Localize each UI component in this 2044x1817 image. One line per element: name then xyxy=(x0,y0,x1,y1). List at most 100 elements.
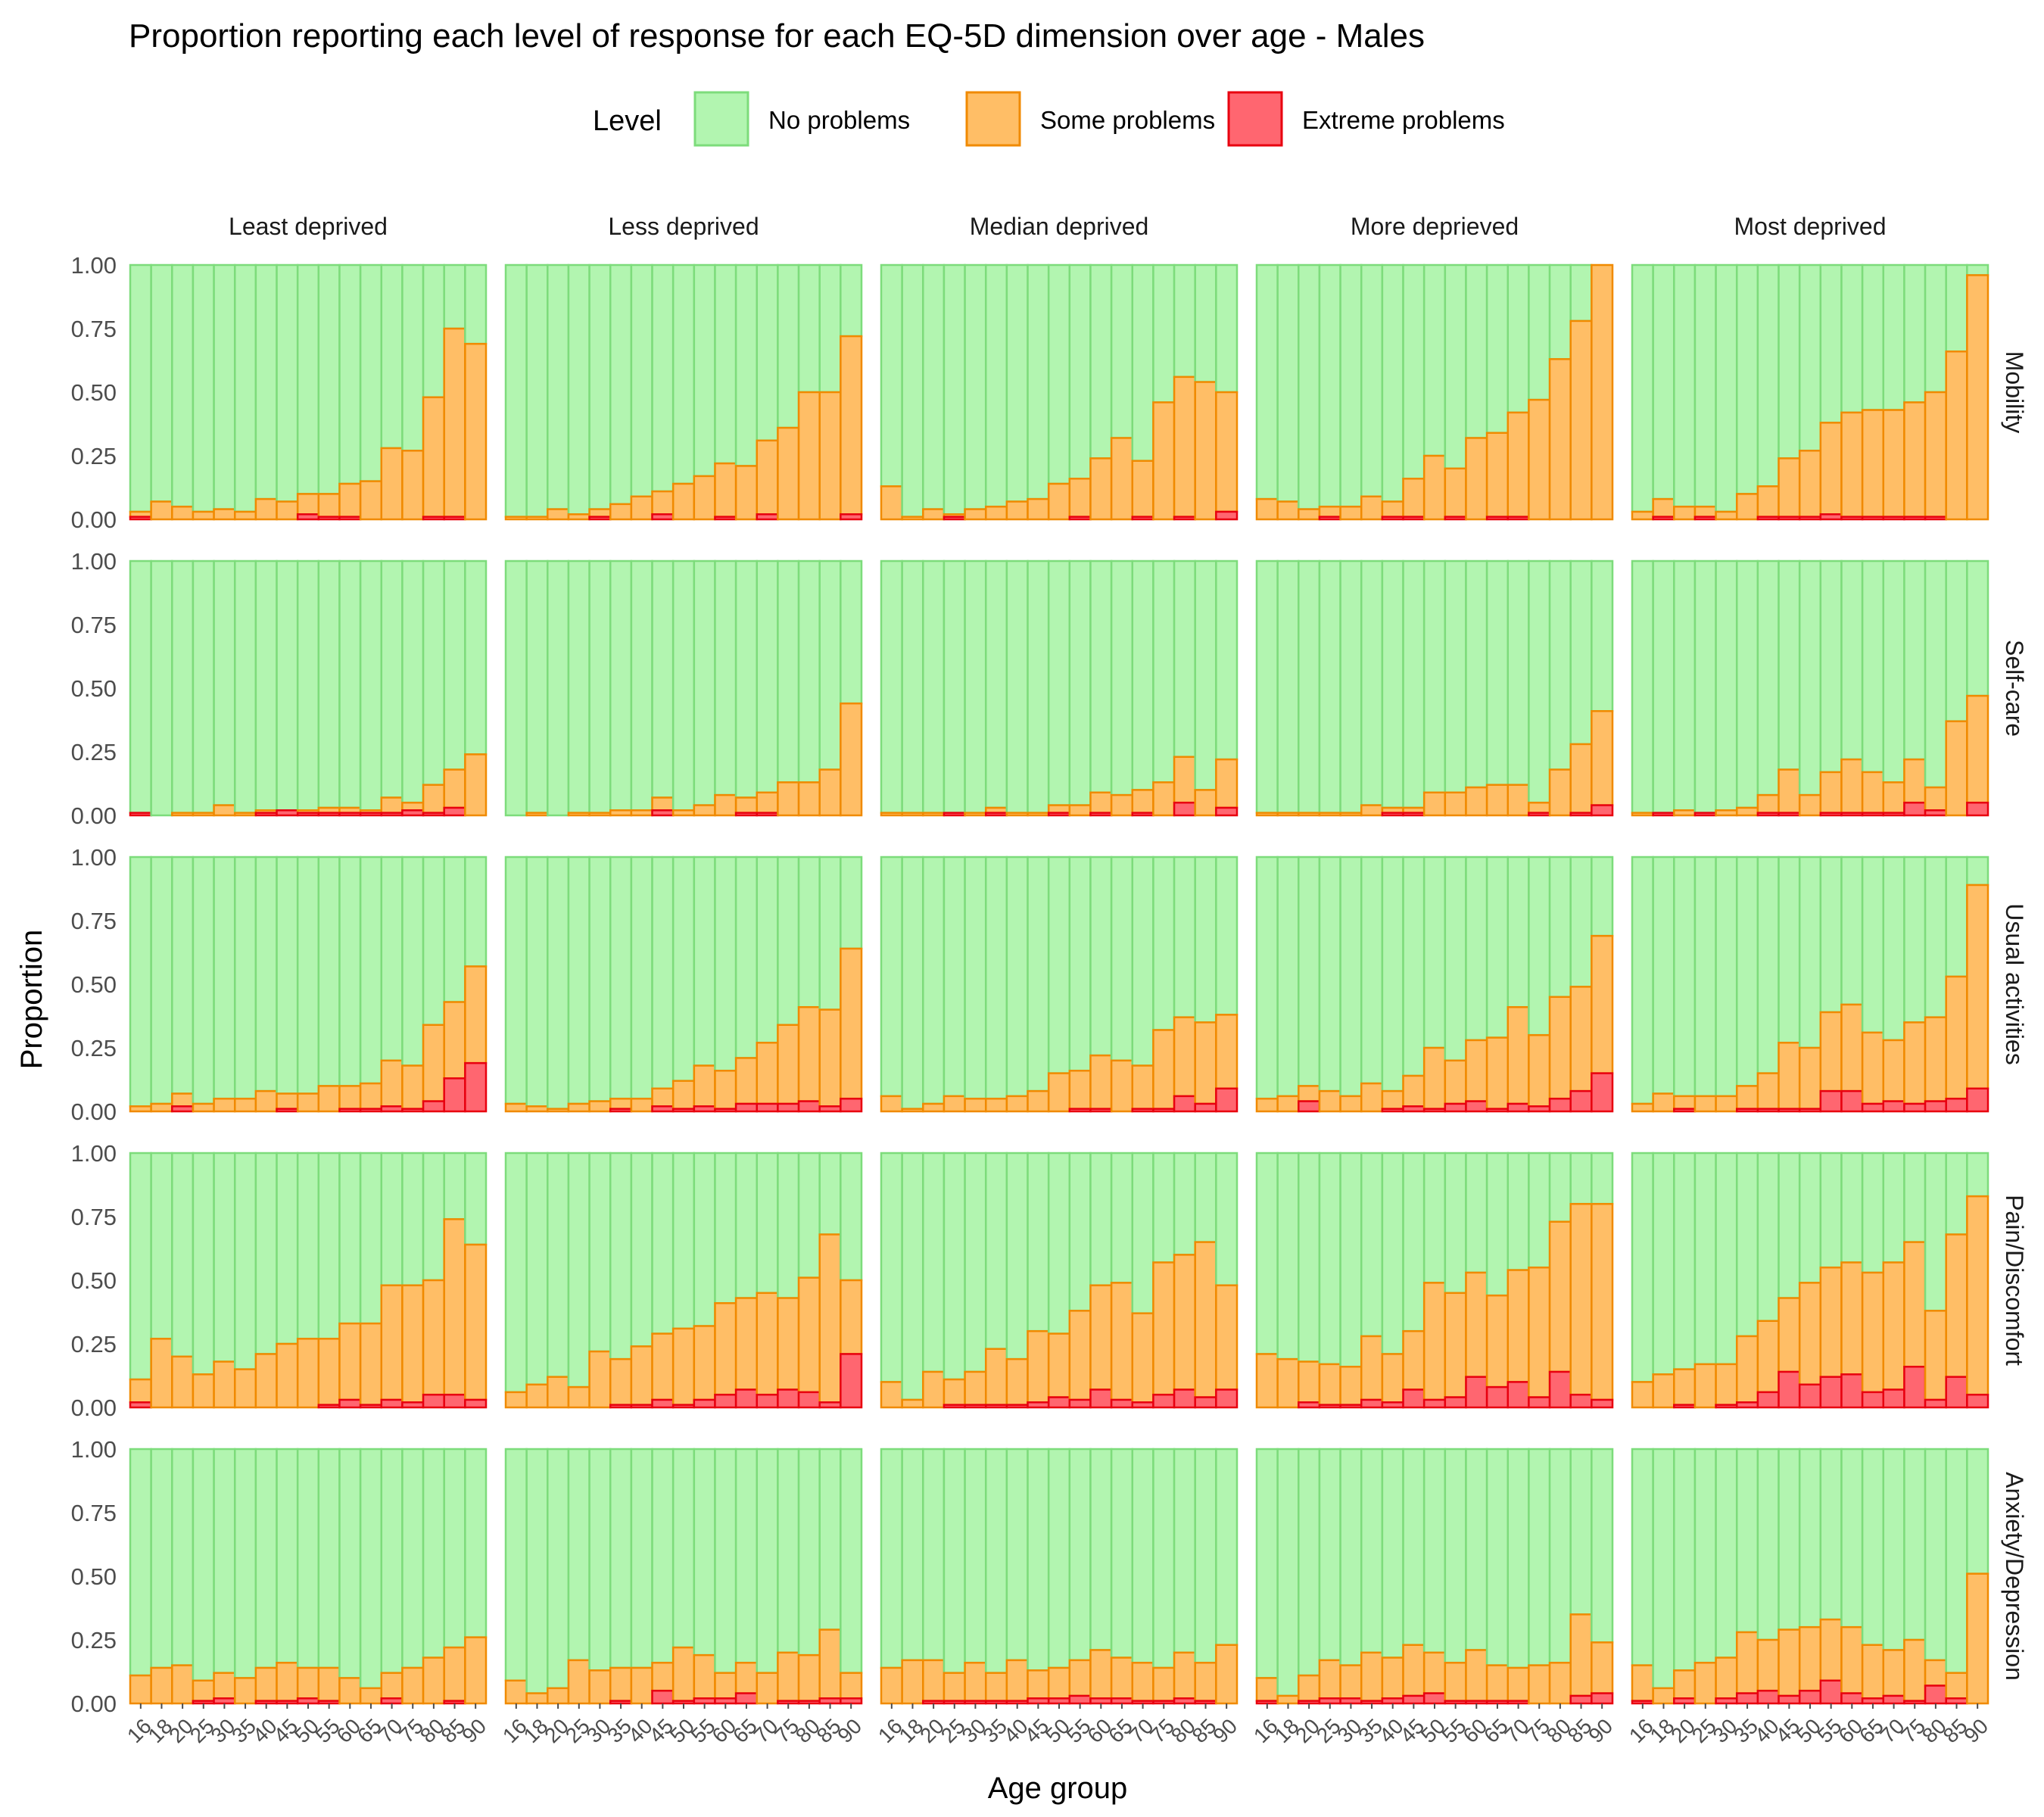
bar-some-problems xyxy=(609,503,633,521)
bar-no-problems xyxy=(1005,559,1029,814)
bar-no-problems xyxy=(1507,1152,1530,1271)
bar-extreme-problems xyxy=(1652,812,1675,817)
bar-no-problems xyxy=(1068,559,1092,806)
bar-no-problems xyxy=(1631,263,1654,513)
bar-some-problems xyxy=(1047,482,1071,521)
bar-extreme-problems xyxy=(1924,1398,1947,1409)
bar-no-problems xyxy=(1402,1152,1426,1332)
bar-extreme-problems xyxy=(401,1108,425,1113)
bar-some-problems xyxy=(1819,1011,1843,1092)
bar-some-problems xyxy=(901,1108,924,1113)
bar-no-problems xyxy=(1068,1152,1092,1312)
bar-extreme-problems xyxy=(276,1108,299,1113)
bar-extreme-problems xyxy=(1027,1401,1050,1409)
bar-some-problems xyxy=(1528,1266,1551,1398)
bar-extreme-problems xyxy=(276,1700,299,1705)
bar-some-problems xyxy=(1778,457,1801,518)
bar-some-problems xyxy=(922,508,946,521)
strip-row-1: Self-care xyxy=(2001,640,2028,737)
bar-extreme-problems xyxy=(693,1105,716,1113)
bar-no-problems xyxy=(1735,263,1759,495)
strip-col-2: Median deprived xyxy=(970,213,1149,240)
bar-extreme-problems xyxy=(1591,1398,1614,1409)
bar-no-problems xyxy=(192,1448,215,1682)
bar-no-problems xyxy=(651,1448,675,1664)
bar-no-problems xyxy=(1966,856,1989,887)
bar-some-problems xyxy=(1318,1659,1341,1700)
bar-extreme-problems xyxy=(1444,1396,1467,1409)
bar-some-problems xyxy=(1882,781,1905,814)
bar-extreme-problems xyxy=(1298,1700,1321,1705)
bar-no-problems xyxy=(1548,1152,1572,1223)
bar-some-problems xyxy=(984,1097,1008,1113)
bar-no-problems xyxy=(1548,263,1572,360)
legend-label-0: No problems xyxy=(768,106,910,134)
bar-some-problems xyxy=(1778,1628,1801,1697)
y-tick-label: 0.50 xyxy=(71,675,117,702)
bar-some-problems xyxy=(525,1383,549,1409)
bar-extreme-problems xyxy=(1966,1087,1989,1113)
bar-some-problems xyxy=(1485,1036,1510,1110)
bar-no-problems xyxy=(1255,1152,1279,1355)
bar-no-problems xyxy=(1903,1152,1927,1243)
bar-no-problems xyxy=(359,1448,383,1690)
bar-no-problems xyxy=(943,263,966,516)
bar-extreme-problems xyxy=(1507,516,1530,521)
bar-some-problems xyxy=(1360,1335,1384,1401)
bar-no-problems xyxy=(1631,1448,1654,1666)
bar-no-problems xyxy=(192,856,215,1105)
bar-some-problems xyxy=(922,1102,946,1113)
bar-extreme-problems xyxy=(1422,1398,1447,1409)
bar-no-problems xyxy=(192,1152,215,1376)
bar-some-problems xyxy=(1591,1641,1614,1694)
y-axis-title: Proportion xyxy=(15,930,48,1070)
bar-extreme-problems xyxy=(1360,1700,1384,1705)
y-tick-label: 0.25 xyxy=(71,1035,117,1061)
bar-extreme-problems xyxy=(1819,1376,1843,1409)
bar-no-problems xyxy=(1778,1152,1801,1299)
bar-some-problems xyxy=(1215,1284,1239,1391)
bar-some-problems xyxy=(630,1097,653,1113)
bar-no-problems xyxy=(1924,1448,1947,1662)
bar-no-problems xyxy=(1027,856,1050,1092)
bar-no-problems xyxy=(464,856,488,968)
bar-some-problems xyxy=(1005,1659,1029,1702)
bar-no-problems xyxy=(1945,1152,1968,1236)
bar-extreme-problems xyxy=(1631,1700,1654,1705)
bar-extreme-problems xyxy=(1131,1108,1154,1113)
bar-extreme-problems xyxy=(1840,812,1864,817)
bar-no-problems xyxy=(1819,559,1843,774)
bar-no-problems xyxy=(609,559,633,812)
bar-some-problems xyxy=(1402,477,1426,518)
bar-some-problems xyxy=(1027,812,1050,817)
bar-extreme-problems xyxy=(338,516,362,521)
bar-some-problems xyxy=(1298,1674,1321,1702)
panel-r3-c1 xyxy=(504,1152,863,1409)
panel-r2-c0: 0.00 0.25 0.50 0.75 1.00 xyxy=(71,844,488,1125)
bar-some-problems xyxy=(525,1692,549,1705)
bar-no-problems xyxy=(1339,856,1363,1098)
bar-no-problems xyxy=(1903,856,1927,1024)
bar-some-problems xyxy=(1652,1092,1675,1113)
bar-some-problems xyxy=(1485,432,1510,518)
bar-some-problems xyxy=(1047,1072,1071,1113)
bar-extreme-problems xyxy=(1861,516,1885,521)
bar-some-problems xyxy=(129,1378,152,1404)
x-tick-label: 90 xyxy=(1584,1714,1617,1747)
bar-some-problems xyxy=(1693,505,1717,518)
bar-no-problems xyxy=(1924,559,1947,789)
bar-no-problems xyxy=(1840,559,1864,761)
bar-some-problems xyxy=(1047,804,1071,814)
bar-no-problems xyxy=(233,559,257,814)
bar-no-problems xyxy=(1485,1448,1510,1666)
bar-extreme-problems xyxy=(756,1102,779,1113)
bar-some-problems xyxy=(1840,411,1864,518)
y-tick-label: 0.50 xyxy=(71,1267,117,1294)
bar-no-problems xyxy=(1194,856,1217,1024)
bar-no-problems xyxy=(1005,1152,1029,1360)
bar-extreme-problems xyxy=(1966,801,1989,817)
bar-no-problems xyxy=(317,856,341,1087)
legend-key-some-problems xyxy=(965,91,1021,147)
bar-some-problems xyxy=(1715,510,1738,521)
